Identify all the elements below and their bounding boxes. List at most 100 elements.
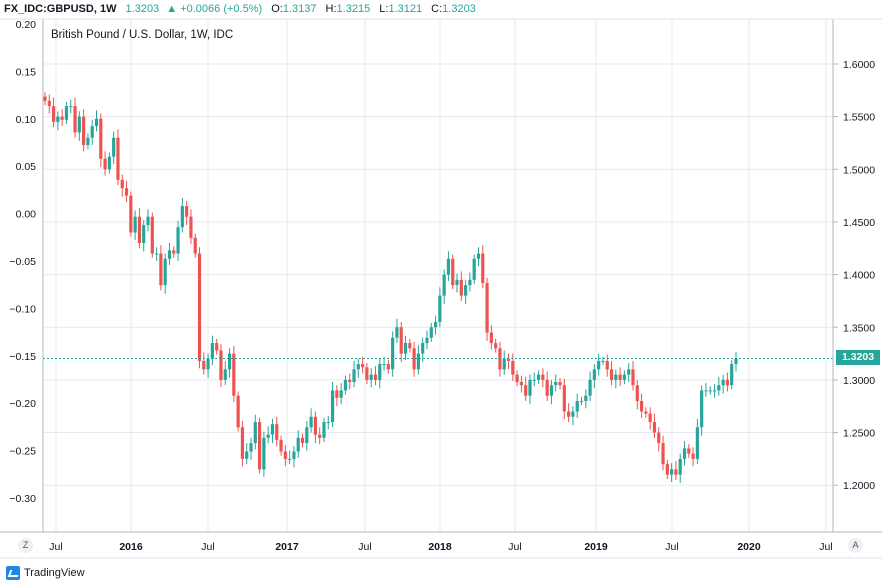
candle (107, 152, 111, 174)
candle (47, 94, 51, 114)
candle (700, 385, 704, 436)
candle (73, 97, 77, 138)
low-value: 1.3121 (388, 3, 423, 15)
candle (584, 389, 588, 409)
x-tick-label: 2017 (275, 541, 299, 553)
candle (519, 375, 524, 393)
candle (704, 383, 708, 397)
candle (51, 97, 56, 128)
candle (339, 383, 343, 405)
candle (270, 418, 275, 444)
candle (734, 352, 738, 372)
candle (416, 345, 420, 375)
candle (257, 417, 262, 474)
candle (631, 360, 635, 391)
candle (210, 335, 214, 366)
candle (609, 360, 614, 386)
candle (99, 113, 103, 168)
candle (197, 247, 202, 369)
candle (545, 371, 549, 401)
candle (579, 396, 584, 406)
candle (142, 219, 146, 252)
candle (330, 382, 335, 428)
right-tick-label: 1.4500 (843, 217, 875, 229)
candle (438, 287, 442, 328)
candle (421, 337, 425, 362)
candle (558, 377, 562, 390)
candle (506, 353, 511, 370)
candle (82, 109, 86, 152)
candle (730, 359, 734, 390)
right-tick-label: 1.5500 (843, 112, 875, 124)
candle (455, 273, 459, 293)
brand-text: TradingView (24, 567, 85, 579)
left-tick-label: 0.00 (16, 209, 37, 221)
candle (601, 356, 605, 366)
candle (446, 251, 451, 281)
candles-layer (43, 92, 738, 484)
candle (150, 212, 154, 258)
candle (541, 368, 545, 388)
candle (189, 209, 193, 245)
candle (536, 370, 541, 385)
left-axis: 0.20 0.15 0.10 0.05 0.00 −0.05 −0.10 −0.15 −0.20… (9, 19, 36, 505)
candle (322, 417, 326, 443)
candle (296, 430, 300, 458)
left-tick-label: 0.20 (16, 19, 37, 31)
left-tick-label: −0.25 (9, 446, 36, 458)
candle (425, 330, 429, 350)
candle (232, 346, 236, 403)
candle (472, 254, 476, 285)
chart-grid (43, 19, 833, 532)
right-tick-label: 1.6000 (843, 59, 875, 71)
candle (614, 369, 618, 389)
candle (459, 271, 463, 301)
candle (292, 446, 296, 468)
candle (528, 374, 532, 405)
candle (288, 450, 292, 465)
candle (193, 233, 197, 258)
candle (283, 445, 287, 467)
candle (202, 352, 206, 375)
candle (657, 427, 661, 452)
candle (644, 407, 648, 418)
tradingview-logo[interactable]: TradingView (6, 565, 85, 581)
candle (369, 368, 373, 388)
candle (206, 353, 210, 378)
left-tick-label: 0.05 (16, 161, 37, 173)
candle (352, 360, 356, 388)
candle (725, 372, 730, 392)
candle (185, 200, 189, 226)
candle (356, 358, 360, 378)
candle (163, 253, 167, 294)
candle (236, 391, 240, 432)
high-value: 1.3215 (336, 3, 371, 15)
candle (635, 379, 639, 410)
right-tick-label: 1.2000 (843, 480, 875, 492)
candle (412, 341, 416, 377)
chart-legend: British Pound / U.S. Dollar, 1W, IDC (51, 29, 233, 41)
candle (549, 379, 554, 405)
candle (597, 353, 601, 376)
candle (515, 370, 519, 387)
candle (309, 408, 313, 433)
candle (627, 363, 631, 383)
x-tick-label: Jul (508, 541, 521, 553)
candle (687, 444, 691, 458)
candle (622, 370, 627, 385)
candle (464, 279, 468, 305)
candle (661, 435, 665, 471)
candle (56, 111, 60, 131)
candle (567, 403, 571, 423)
candle (481, 245, 485, 289)
candle (373, 366, 378, 386)
candle (279, 435, 283, 456)
candle (682, 440, 687, 466)
auto-scale-button[interactable]: A (848, 538, 863, 553)
candle (348, 373, 352, 390)
candle (172, 246, 176, 258)
timezone-button[interactable]: Z (18, 538, 33, 553)
candle (154, 247, 159, 261)
candle (335, 385, 339, 407)
